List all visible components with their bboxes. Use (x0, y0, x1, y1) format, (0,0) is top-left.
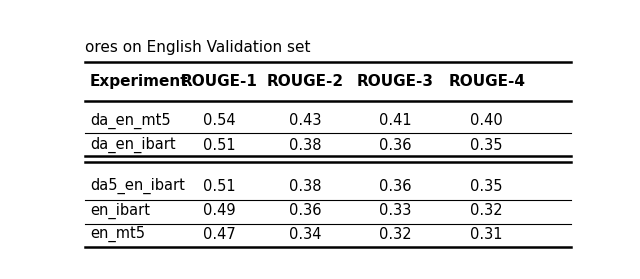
Text: 0.40: 0.40 (470, 113, 503, 128)
Text: ROUGE-2: ROUGE-2 (267, 74, 344, 89)
Text: 0.35: 0.35 (470, 138, 503, 153)
Text: da_en_mt5: da_en_mt5 (90, 112, 170, 129)
Text: ROUGE-4: ROUGE-4 (448, 74, 525, 89)
Text: 0.32: 0.32 (379, 227, 412, 242)
Text: ROUGE-1: ROUGE-1 (180, 74, 257, 89)
Text: 0.36: 0.36 (379, 138, 412, 153)
Text: 0.47: 0.47 (202, 227, 236, 242)
Text: 0.32: 0.32 (470, 203, 503, 218)
Text: 0.54: 0.54 (203, 113, 235, 128)
Text: 0.35: 0.35 (470, 179, 503, 194)
Text: da_en_ibart: da_en_ibart (90, 137, 175, 153)
Text: Experiment: Experiment (90, 74, 189, 89)
Text: 0.49: 0.49 (203, 203, 235, 218)
Text: 0.51: 0.51 (203, 138, 235, 153)
Text: da5_en_ibart: da5_en_ibart (90, 178, 185, 194)
Text: 0.33: 0.33 (379, 203, 411, 218)
Text: 0.36: 0.36 (379, 179, 412, 194)
Text: ROUGE-3: ROUGE-3 (356, 74, 433, 89)
Text: 0.38: 0.38 (289, 179, 322, 194)
Text: 0.38: 0.38 (289, 138, 322, 153)
Text: en_mt5: en_mt5 (90, 226, 145, 242)
Text: 0.36: 0.36 (289, 203, 322, 218)
Text: 0.31: 0.31 (470, 227, 503, 242)
Text: 0.34: 0.34 (289, 227, 322, 242)
Text: 0.41: 0.41 (379, 113, 412, 128)
Text: 0.43: 0.43 (289, 113, 322, 128)
Text: en_ibart: en_ibart (90, 203, 150, 219)
Text: 0.51: 0.51 (203, 179, 235, 194)
Text: ores on English Validation set: ores on English Validation set (85, 40, 310, 55)
